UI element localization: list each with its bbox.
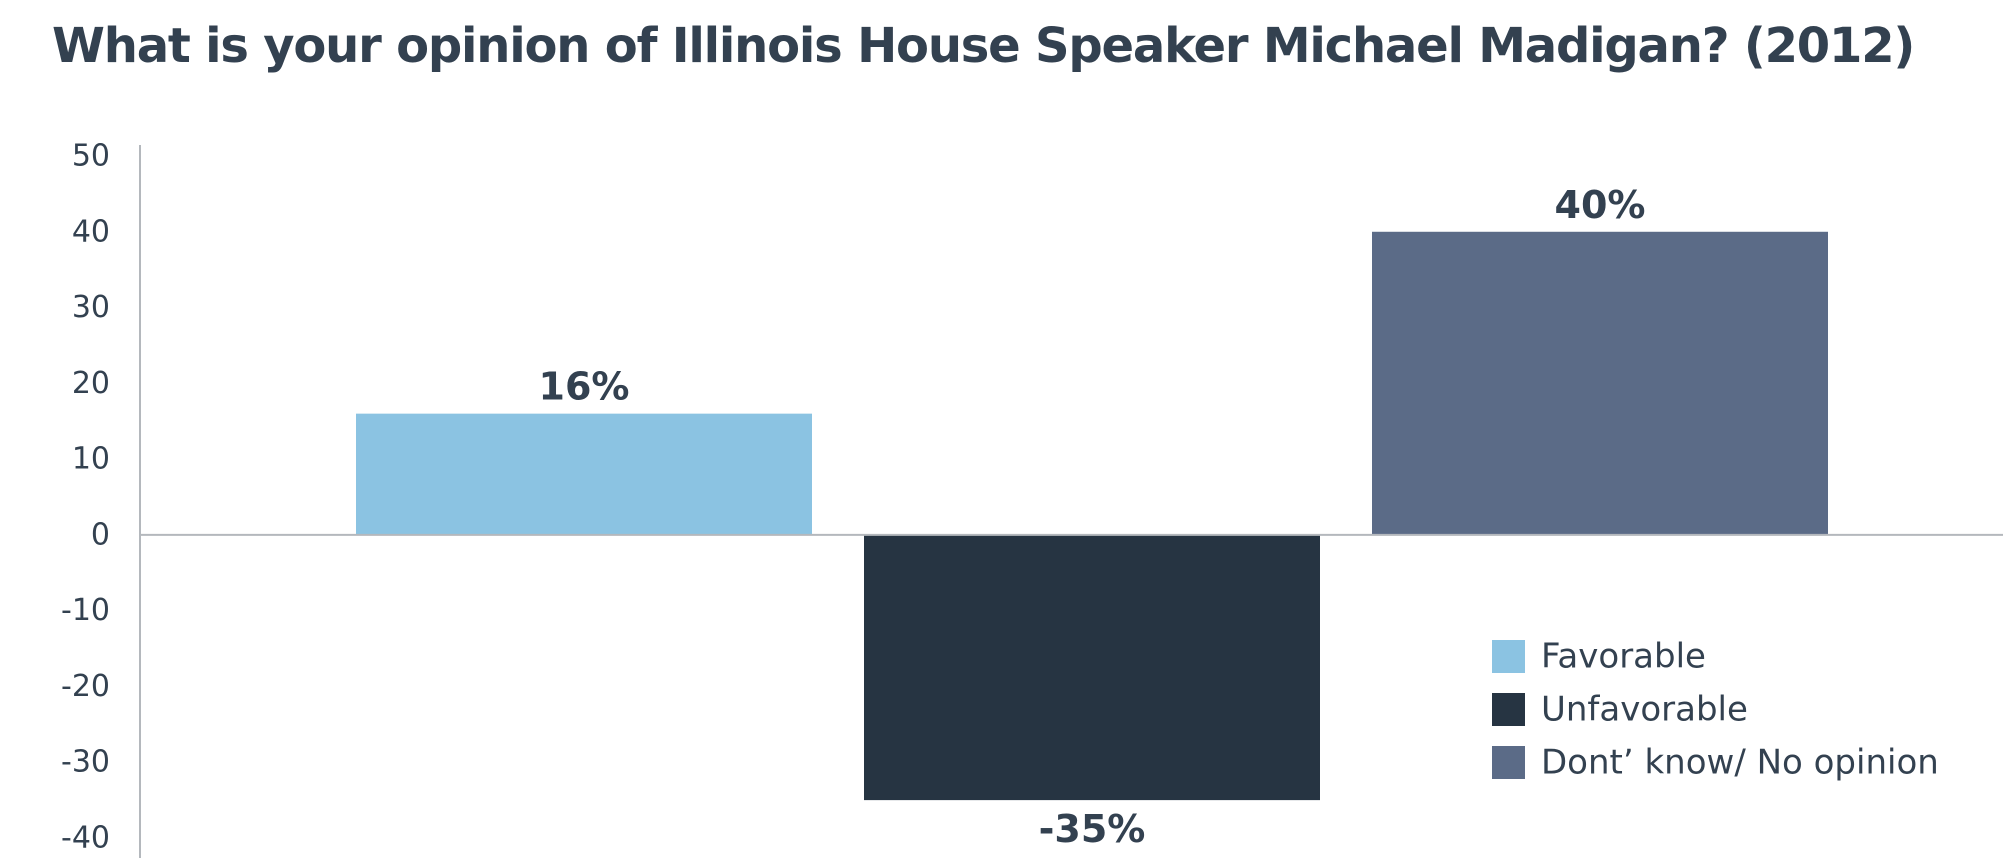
y-tick-label: -20 (61, 669, 110, 704)
y-tick-label: 30 (72, 290, 110, 325)
legend-swatch-unfavorable (1492, 693, 1525, 726)
y-tick-label: 20 (72, 366, 110, 401)
y-tick-label: 40 (72, 214, 110, 249)
bar-unfavorable (864, 534, 1320, 801)
y-tick-label: -10 (61, 593, 110, 628)
bar-dont-know-no-opinion (1372, 231, 1828, 535)
legend: Favorable Unfavorable Dont’ know/ No opini… (1492, 637, 1939, 783)
data-labels: 16% -35% 40% (539, 183, 1646, 851)
legend-label-favorable: Favorable (1541, 637, 1706, 677)
data-label-favorable: 16% (539, 365, 630, 409)
y-tick-label: 10 (72, 442, 110, 477)
y-tick-label: -40 (61, 821, 110, 856)
y-tick-label: 0 (91, 517, 110, 552)
legend-label-dont-know-no-opinion: Dont’ know/ No opinion (1541, 743, 1939, 783)
chart-title: What is your opinion of Illinois House S… (52, 18, 1915, 74)
bar-favorable (356, 413, 812, 535)
legend-label-unfavorable: Unfavorable (1541, 690, 1748, 730)
axes: 50 40 30 20 10 0 -10 -20 -30 -40 (61, 139, 2003, 858)
y-tick-label: 50 (72, 139, 110, 174)
data-label-unfavorable: -35% (1039, 807, 1146, 851)
data-label-dont-know-no-opinion: 40% (1555, 183, 1646, 227)
legend-swatch-dont-know-no-opinion (1492, 746, 1525, 779)
y-tick-label: -30 (61, 745, 110, 780)
legend-swatch-favorable (1492, 640, 1525, 673)
bars (356, 231, 1828, 801)
